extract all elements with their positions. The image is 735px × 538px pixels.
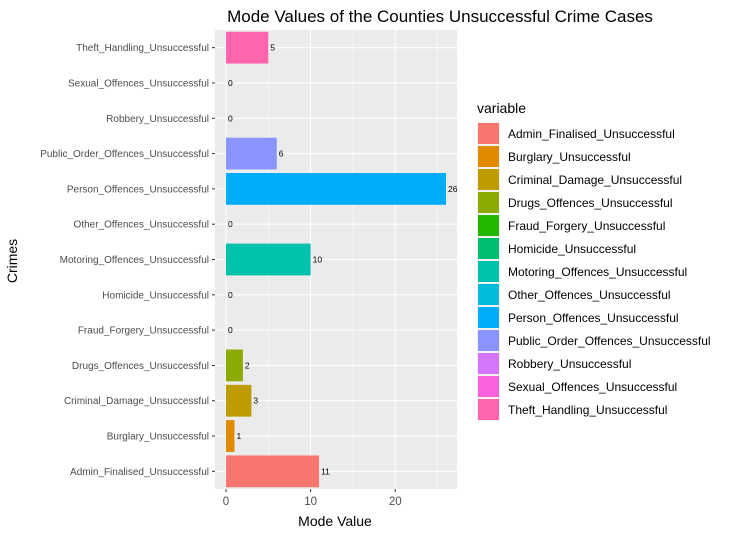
bars [226, 31, 446, 488]
legend-swatch [478, 399, 499, 420]
data-label: 0 [228, 113, 233, 123]
y-tick-label: Sexual_Offences_Unsuccessful [68, 78, 209, 89]
legend-swatch [478, 192, 499, 213]
legend-title: variable [477, 100, 526, 116]
bar-criminal-damage-unsuccessful [226, 384, 252, 417]
legend-swatch [478, 146, 499, 167]
x-tick-label: 20 [389, 496, 402, 508]
data-label: 26 [448, 184, 458, 194]
legend-entry-label: Homicide_Unsuccessful [508, 242, 636, 256]
legend-swatch [478, 330, 499, 351]
data-label: 5 [270, 43, 275, 53]
y-tick-label: Person_Offences_Unsuccessful [67, 184, 209, 195]
legend-swatch [478, 261, 499, 282]
legend-entry-label: Robbery_Unsuccessful [508, 357, 631, 371]
x-axis-ticks: 0 10 20 [223, 489, 402, 508]
bar-person-offences-unsuccessful [226, 172, 446, 205]
data-label: 1 [236, 431, 241, 441]
y-axis-ticks: Admin_Finalised_Unsuccessful Burglary_Uns… [40, 43, 215, 478]
legend-entry-label: Fraud_Forgery_Unsuccessful [508, 219, 665, 233]
data-label: 2 [245, 360, 250, 370]
y-tick-label: Robbery_Unsuccessful [106, 114, 209, 125]
x-axis-title: Mode Value [298, 513, 372, 529]
bar-theft-handling-unsuccessful [226, 31, 269, 64]
legend-swatch [478, 284, 499, 305]
legend-entry-label: Theft_Handling_Unsuccessful [508, 403, 667, 417]
y-tick-label: Motoring_Offences_Unsuccessful [60, 255, 209, 266]
data-label: 11 [321, 466, 330, 476]
legend-swatch [478, 307, 499, 328]
legend: variable Admin_Finalised_Unsuccessful Bur… [477, 100, 711, 421]
data-label: 10 [313, 255, 323, 265]
legend-entry-label: Other_Offences_Unsuccessful [508, 288, 671, 302]
legend-swatch [478, 169, 499, 190]
legend-entry-label: Sexual_Offences_Unsuccessful [508, 380, 677, 394]
bar-drugs-offences-unsuccessful [226, 349, 243, 382]
y-tick-label: Theft_Handling_Unsuccessful [76, 43, 209, 54]
legend-entry-label: Admin_Finalised_Unsuccessful [508, 127, 675, 141]
data-label: 0 [228, 325, 233, 335]
data-label: 0 [228, 290, 233, 300]
chart-title: Mode Values of the Counties Unsuccessful… [227, 7, 653, 26]
legend-swatch [478, 353, 499, 374]
bar-admin-finalised-unsuccessful [226, 455, 320, 488]
legend-entry-label: Person_Offences_Unsuccessful [508, 311, 679, 325]
y-tick-label: Criminal_Damage_Unsuccessful [64, 396, 209, 407]
data-label: 3 [253, 396, 258, 406]
x-tick-label: 10 [304, 496, 317, 508]
legend-entry-label: Motoring_Offences_Unsuccessful [508, 265, 687, 279]
legend-entry-label: Public_Order_Offences_Unsuccessful [508, 334, 711, 348]
y-axis-title: Crimes [4, 239, 20, 283]
legend-swatch [478, 238, 499, 259]
data-label: 0 [228, 219, 233, 229]
legend-entry-label: Burglary_Unsuccessful [508, 150, 631, 164]
y-tick-label: Public_Order_Offences_Unsuccessful [40, 149, 209, 160]
bar-burglary-unsuccessful [226, 420, 235, 452]
y-tick-label: Homicide_Unsuccessful [102, 290, 209, 301]
y-tick-label: Drugs_Offences_Unsuccessful [72, 361, 209, 372]
legend-swatch [478, 215, 499, 236]
legend-entry-label: Criminal_Damage_Unsuccessful [508, 173, 682, 187]
y-tick-label: Other_Offences_Unsuccessful [74, 220, 209, 231]
bar-public-order-offences-unsuccessful [226, 137, 277, 170]
data-label: 6 [279, 149, 284, 159]
y-tick-label: Fraud_Forgery_Unsuccessful [78, 326, 209, 337]
legend-swatch [478, 123, 499, 144]
bar-motoring-offences-unsuccessful [226, 243, 311, 276]
legend-swatch [478, 376, 499, 397]
legend-entry-label: Drugs_Offences_Unsuccessful [508, 196, 673, 210]
x-tick-label: 0 [223, 496, 229, 508]
y-tick-label: Burglary_Unsuccessful [107, 432, 209, 443]
y-tick-label: Admin_Finalised_Unsuccessful [70, 467, 209, 478]
data-label: 0 [228, 78, 233, 88]
